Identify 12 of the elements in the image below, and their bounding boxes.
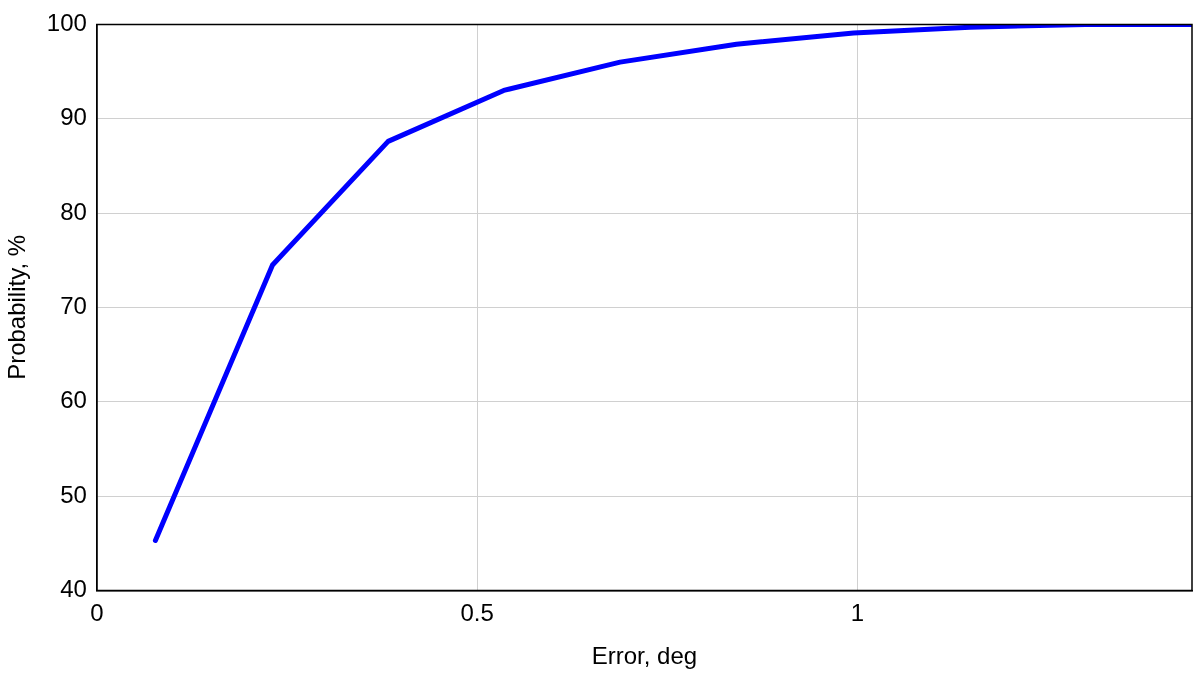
y-tick-label: 90 [60,103,87,131]
y-tick-label: 50 [60,480,87,508]
y-tick-label: 100 [46,9,87,37]
y-axis-title: Probability, % [3,234,31,380]
x-axis-title: Error, deg [591,642,698,670]
y-tick-label: 70 [60,292,87,320]
x-tick-label: 1 [850,599,865,627]
y-tick-label: 80 [60,197,87,225]
y-tick-label: 40 [60,575,87,603]
x-tick-label: 0.5 [460,599,494,627]
y-tick-label: 60 [60,386,87,414]
x-tick-label: 0 [90,599,104,627]
